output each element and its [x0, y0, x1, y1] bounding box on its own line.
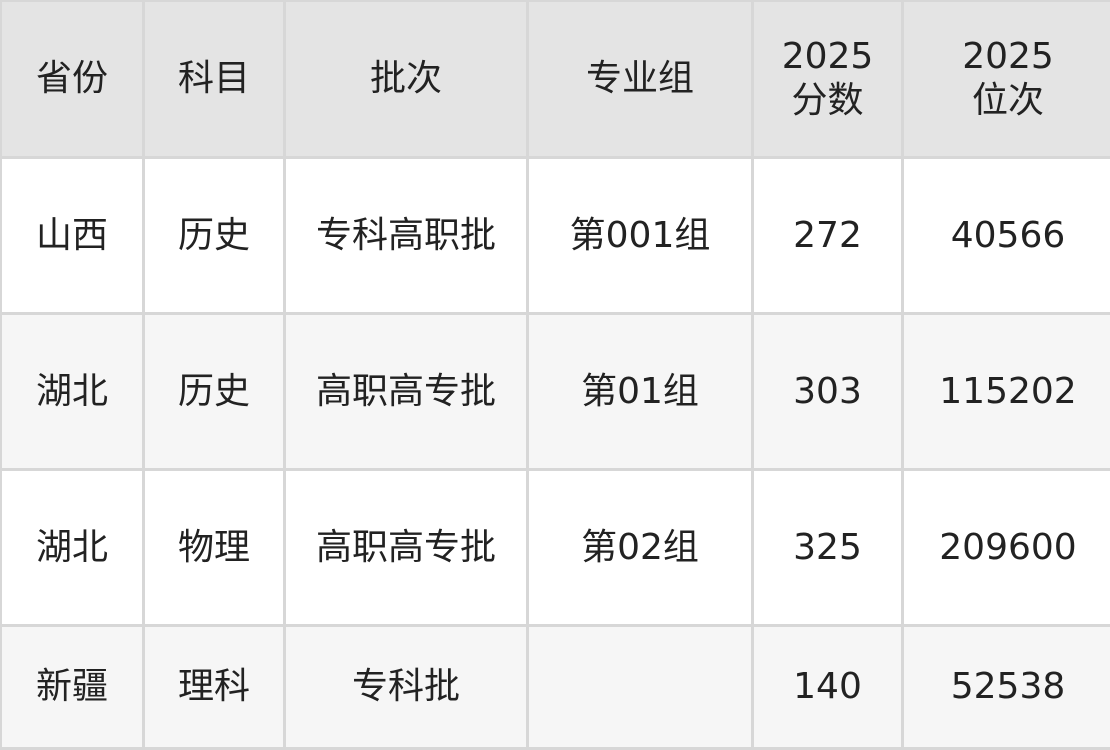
cell-province: 新疆 — [0, 624, 145, 750]
header-batch: 批次 — [283, 0, 529, 159]
header-subject: 科目 — [142, 0, 286, 159]
cell-score: 325 — [751, 468, 904, 627]
table-row: 湖北 物理 高职高专批 第02组 325 209600 — [0, 468, 1110, 627]
cell-batch: 高职高专批 — [283, 312, 529, 471]
cell-rank: 52538 — [901, 624, 1110, 750]
table-row: 湖北 历史 高职高专批 第01组 303 115202 — [0, 312, 1110, 471]
cell-subject: 历史 — [142, 156, 286, 315]
table-row: 新疆 理科 专科批 140 52538 — [0, 624, 1110, 750]
table-row: 山西 历史 专科高职批 第001组 272 40566 — [0, 156, 1110, 315]
cell-batch: 高职高专批 — [283, 468, 529, 627]
cell-score: 272 — [751, 156, 904, 315]
cell-major-group: 第001组 — [526, 156, 754, 315]
cell-subject: 理科 — [142, 624, 286, 750]
cell-major-group: 第02组 — [526, 468, 754, 627]
cell-rank: 209600 — [901, 468, 1110, 627]
header-rank: 2025 位次 — [901, 0, 1110, 159]
header-score: 2025 分数 — [751, 0, 904, 159]
cell-province: 山西 — [0, 156, 145, 315]
cell-major-group — [526, 624, 754, 750]
cell-batch: 专科高职批 — [283, 156, 529, 315]
cell-major-group: 第01组 — [526, 312, 754, 471]
cell-rank: 40566 — [901, 156, 1110, 315]
header-major-group: 专业组 — [526, 0, 754, 159]
cell-province: 湖北 — [0, 468, 145, 627]
cell-score: 140 — [751, 624, 904, 750]
cell-batch: 专科批 — [283, 624, 529, 750]
header-province: 省份 — [0, 0, 145, 159]
cell-subject: 历史 — [142, 312, 286, 471]
header-row: 省份 科目 批次 专业组 2025 分数 2025 位次 — [0, 0, 1110, 159]
cell-subject: 物理 — [142, 468, 286, 627]
cell-province: 湖北 — [0, 312, 145, 471]
cell-score: 303 — [751, 312, 904, 471]
cell-rank: 115202 — [901, 312, 1110, 471]
